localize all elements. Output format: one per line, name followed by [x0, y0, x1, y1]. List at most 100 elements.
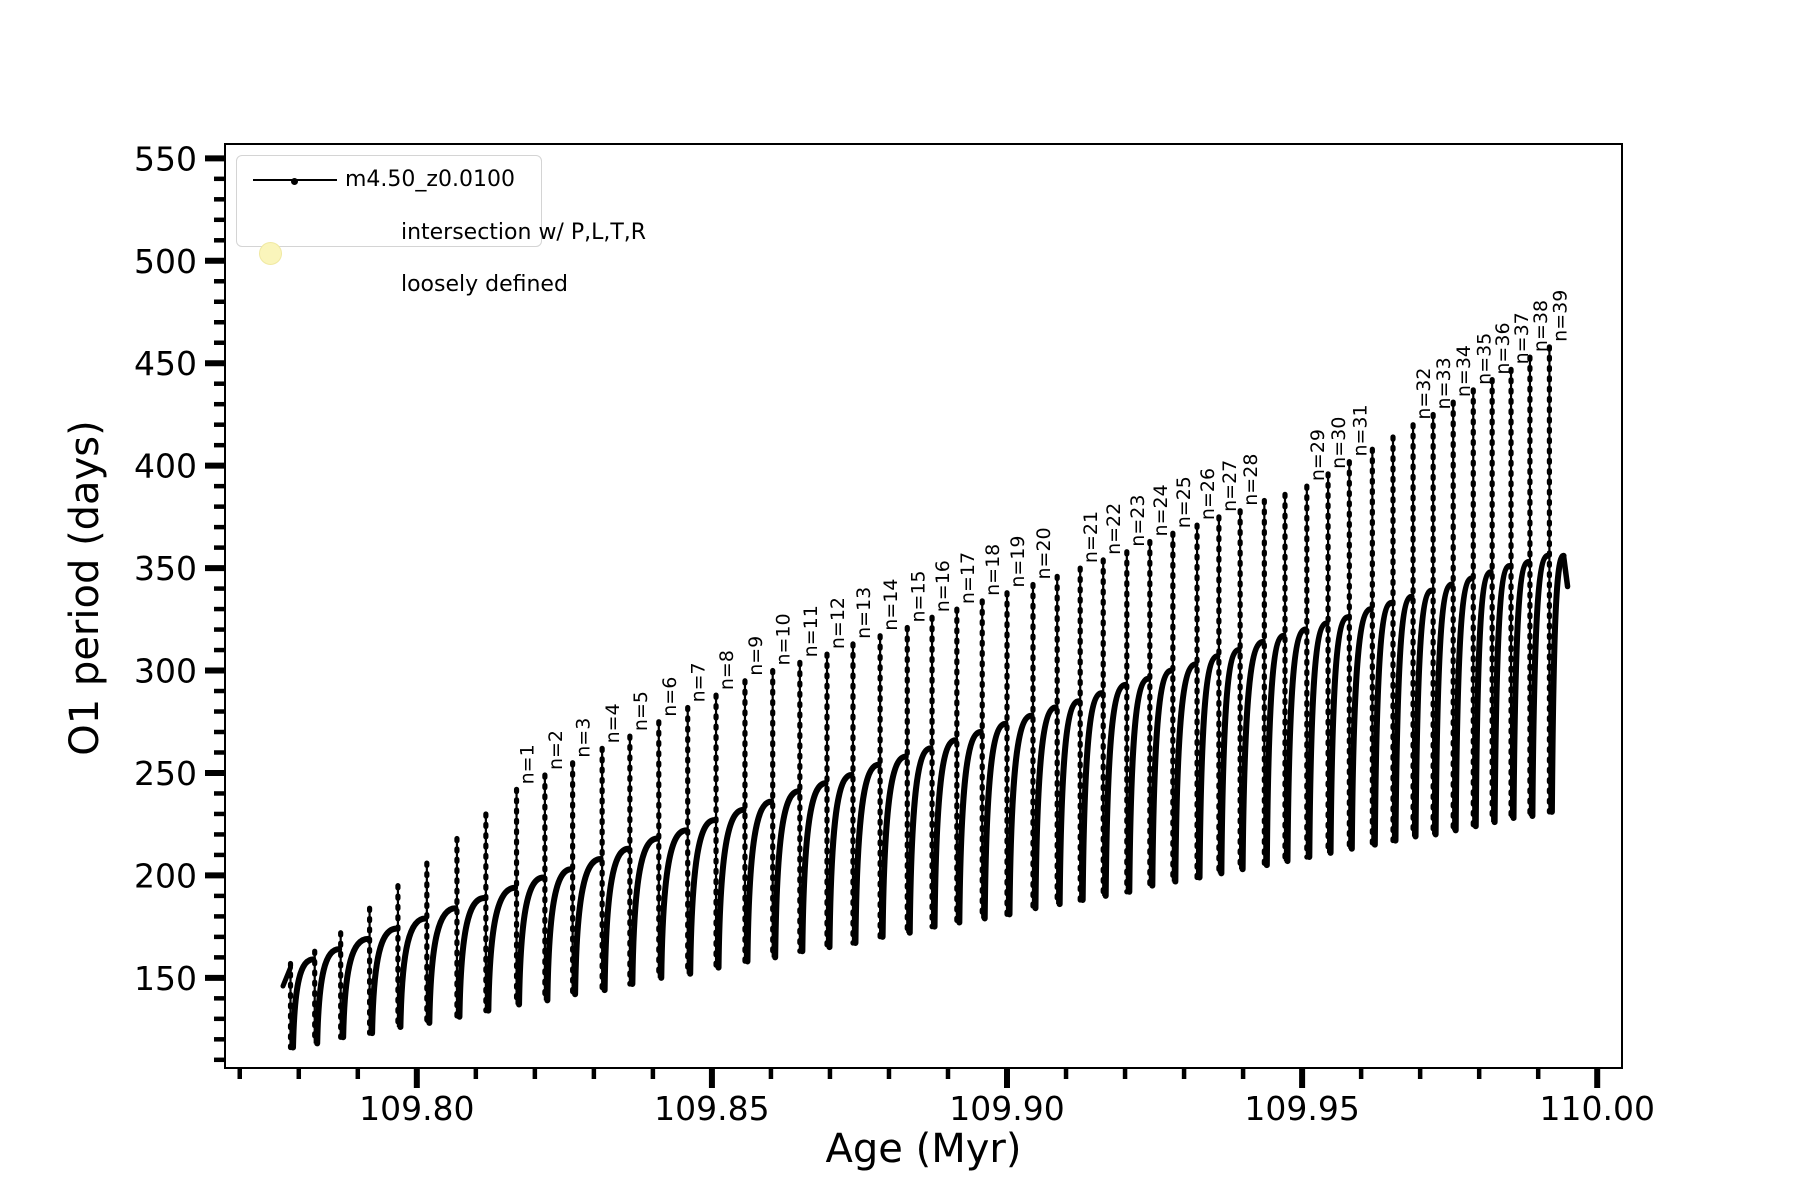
arc-segment: [1102, 681, 1129, 899]
arc-segment: [906, 745, 934, 936]
arc-segment: [744, 798, 775, 965]
spike-annotation: n=19: [1007, 536, 1029, 588]
intersection-marker-icon: [259, 242, 282, 265]
arc-segment: [1348, 606, 1374, 852]
spike-annotation: n=13: [853, 587, 875, 639]
legend-item-series: m4.50_z0.0100: [237, 164, 541, 194]
arc-segment: [1239, 638, 1266, 873]
spike-annotation: n=12: [827, 597, 849, 649]
arc-segment: [1126, 675, 1152, 895]
arc-segment: [1032, 704, 1059, 912]
spike-annotation: n=30: [1328, 417, 1350, 469]
x-tick-label: 110.00: [1539, 1089, 1654, 1128]
spike-annotation: n=25: [1173, 476, 1195, 528]
arc-segment: [1371, 599, 1395, 848]
spike-annotation: n=9: [745, 636, 767, 676]
arc-segment-final: [1548, 552, 1567, 815]
spike-annotation: n=16: [932, 560, 954, 612]
arc-segment: [1327, 614, 1351, 856]
arc-segment: [544, 866, 575, 1004]
series-marker-icon: [291, 178, 298, 185]
y-tick-label: 300: [134, 652, 197, 691]
spike-annotation: n=6: [659, 677, 681, 717]
spike-annotation: n=4: [602, 703, 624, 743]
arc-segment: [397, 915, 429, 1031]
spike-annotation: n=27: [1219, 460, 1241, 512]
legend-line-sample: [253, 164, 337, 194]
y-tick-label: 350: [134, 549, 197, 588]
plot-border: [224, 143, 1623, 1069]
arc-segment: [956, 729, 984, 926]
y-tick-label: 400: [134, 447, 197, 486]
arc-segment: [1472, 569, 1494, 830]
spike-annotation: n=35: [1473, 333, 1495, 385]
arc-segment: [340, 935, 372, 1041]
arc-segment: [1149, 667, 1175, 889]
spike-annotation: n=21: [1080, 511, 1102, 563]
y-axis-label: O1 period (days): [62, 420, 108, 756]
spike-annotation: n=36: [1492, 322, 1514, 374]
arc-segment: [601, 845, 632, 994]
arc-segment: [1056, 698, 1082, 908]
spike-annotation: n=39: [1549, 290, 1571, 342]
spike-annotation: n=8: [716, 650, 738, 690]
spike-annotation: n=7: [688, 662, 710, 702]
arc-segment: [1392, 593, 1415, 844]
arc-segment: [516, 874, 547, 1008]
arc-segment: [852, 761, 882, 947]
arc-segment: [290, 956, 317, 1051]
arc-segment: [879, 753, 909, 940]
arc-segment: [1172, 661, 1199, 885]
arc-segment: [314, 946, 343, 1047]
spike-annotation: n=23: [1127, 495, 1149, 547]
spike-annotation: n=22: [1103, 503, 1125, 555]
arc-segment: [1491, 563, 1513, 826]
spike-annotation: n=2: [545, 730, 567, 770]
spike-annotation: n=37: [1511, 312, 1533, 364]
series-start-segment: [280, 965, 294, 989]
y-tick-label: 200: [134, 856, 197, 895]
x-tick-label: 109.80: [359, 1089, 474, 1128]
spike-annotation: n=17: [957, 552, 979, 604]
arc-segment: [1412, 587, 1435, 840]
spike-annotation: n=20: [1033, 527, 1055, 579]
spike-annotation: n=10: [773, 613, 795, 665]
arc-segment: [572, 856, 604, 998]
arc-segment: [1196, 653, 1221, 881]
arc-segment: [369, 925, 400, 1037]
arc-segment: [1529, 552, 1551, 819]
series-line-icon: [253, 178, 337, 185]
spike-annotation: n=24: [1150, 484, 1172, 536]
arc-segment: [456, 894, 488, 1020]
legend-item-intersection: intersection w/ P,L,T,R loosely defined: [237, 194, 646, 297]
arc-segment: [1006, 712, 1035, 918]
arc-segment: [1218, 647, 1242, 877]
arc-segment: [826, 772, 855, 951]
arc-segment: [426, 905, 459, 1026]
y-tick-label: 150: [134, 959, 197, 998]
spike-annotation: n=1: [517, 744, 539, 784]
spike-annotation: n=32: [1413, 368, 1435, 420]
x-tick-label: 109.85: [654, 1089, 769, 1128]
spike-annotation: n=14: [880, 579, 902, 631]
y-tick-label: 250: [134, 754, 197, 793]
arc-segment: [485, 884, 519, 1014]
arc-segment: [799, 780, 829, 955]
y-tick-label: 500: [134, 242, 197, 281]
y-tick-label: 550: [134, 139, 197, 178]
spike-annotation: n=3: [573, 718, 595, 758]
series-m4.50_z0.0100: n=1 n=2 n=3 n=4 n=5 n=6 n=7 n=8 n=9 n=10 n=11 n=12 n…: [280, 290, 1571, 1051]
spike-annotation: n=15: [907, 570, 929, 622]
spike-annotation: n=34: [1453, 345, 1475, 397]
arc-segment: [629, 835, 661, 987]
arc-segment: [1284, 626, 1309, 865]
arc-segment: [981, 720, 1009, 922]
arc-segment: [715, 806, 747, 971]
arc-segment: [1079, 690, 1105, 903]
arc-segment: [687, 817, 718, 977]
legend-series-label: m4.50_z0.0100: [345, 167, 515, 192]
x-tick-label: 109.90: [949, 1089, 1064, 1128]
legend-intersection-label: intersection w/ P,L,T,R loosely defined: [345, 194, 646, 324]
